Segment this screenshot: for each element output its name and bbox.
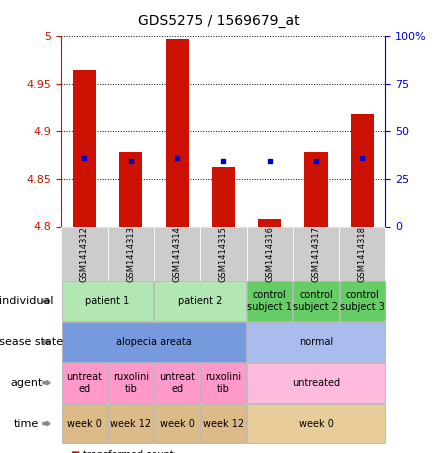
Text: control
subject 1: control subject 1	[247, 290, 292, 312]
Bar	[119, 152, 142, 226]
Bar	[258, 219, 281, 226]
Bar	[351, 114, 374, 226]
Text: week 12: week 12	[110, 419, 152, 429]
Bar	[212, 167, 235, 226]
Text: ■: ■	[70, 450, 79, 453]
Text: GSM1414315: GSM1414315	[219, 226, 228, 282]
Text: week 0: week 0	[67, 419, 102, 429]
Text: GSM1414318: GSM1414318	[358, 226, 367, 282]
Text: untreat
ed: untreat ed	[159, 372, 195, 394]
Bar	[166, 39, 189, 226]
Bar	[304, 152, 328, 226]
Text: patient 2: patient 2	[178, 296, 223, 306]
Text: ruxolini
tib: ruxolini tib	[113, 372, 149, 394]
Text: week 0: week 0	[299, 419, 333, 429]
Text: GSM1414314: GSM1414314	[173, 226, 182, 282]
Text: patient 1: patient 1	[85, 296, 130, 306]
Text: untreated: untreated	[292, 378, 340, 388]
Text: GSM1414316: GSM1414316	[265, 226, 274, 282]
Text: control
subject 2: control subject 2	[293, 290, 339, 312]
Text: alopecia areata: alopecia areata	[116, 337, 192, 347]
Text: individual: individual	[0, 296, 53, 306]
Text: GSM1414317: GSM1414317	[311, 226, 321, 282]
Text: week 0: week 0	[159, 419, 194, 429]
Text: agent: agent	[10, 378, 42, 388]
Text: GSM1414313: GSM1414313	[126, 226, 135, 282]
Bar	[73, 70, 96, 226]
Text: ruxolini
tib: ruxolini tib	[205, 372, 241, 394]
Text: disease state: disease state	[0, 337, 64, 347]
Text: control
subject 3: control subject 3	[340, 290, 385, 312]
Text: GDS5275 / 1569679_at: GDS5275 / 1569679_at	[138, 14, 300, 28]
Text: week 12: week 12	[203, 419, 244, 429]
Text: untreat
ed: untreat ed	[67, 372, 102, 394]
Text: GSM1414312: GSM1414312	[80, 226, 89, 282]
Text: transformed count: transformed count	[83, 450, 174, 453]
Text: normal: normal	[299, 337, 333, 347]
Text: time: time	[14, 419, 39, 429]
